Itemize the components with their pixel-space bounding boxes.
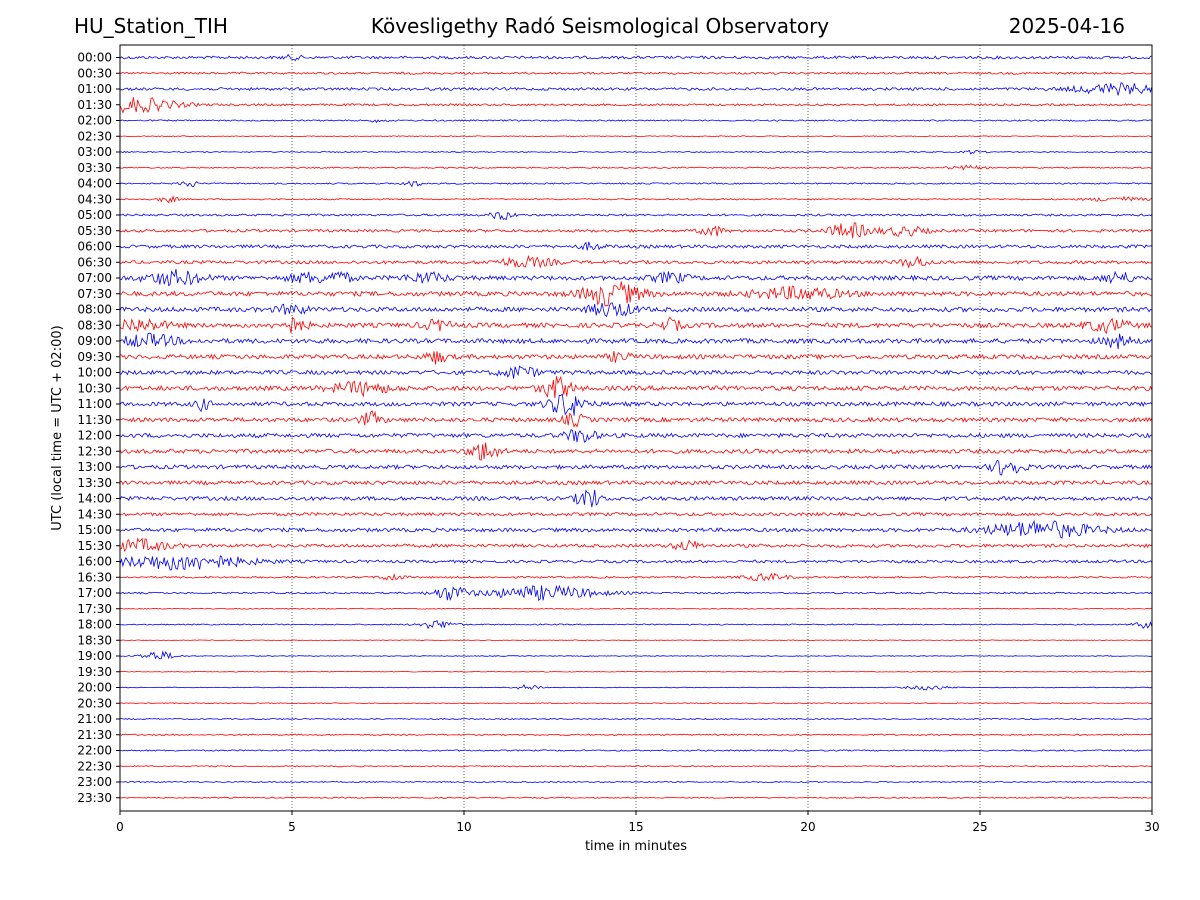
trace-1000 xyxy=(119,365,1153,379)
trace-0230 xyxy=(119,135,1153,138)
y-axis-label: UTC (local time = UTC + 02:00) xyxy=(50,325,65,530)
trace-1730 xyxy=(119,607,1152,610)
station-name: HU_Station_TIH xyxy=(74,14,228,38)
trace-2300 xyxy=(119,780,1153,784)
y-tick-label: 19:00 xyxy=(77,649,112,663)
trace-0100 xyxy=(119,82,1153,96)
y-tick-label: 21:30 xyxy=(77,728,112,742)
trace-1900 xyxy=(119,650,1152,660)
y-tick-label: 05:30 xyxy=(77,224,112,238)
y-tick-label: 20:00 xyxy=(77,681,112,695)
y-tick-label: 04:00 xyxy=(77,177,112,191)
trace-2330 xyxy=(119,796,1153,799)
y-tick-label: 08:30 xyxy=(77,318,112,332)
y-tick-label: 13:00 xyxy=(77,460,112,474)
x-tick-label: 10 xyxy=(456,820,471,834)
y-tick-label: 07:00 xyxy=(77,271,112,285)
chart-date: 2025-04-16 xyxy=(1008,14,1125,38)
y-tick-label: 11:30 xyxy=(77,413,112,427)
trace-1130 xyxy=(119,410,1153,428)
y-tick-label: 18:30 xyxy=(77,633,112,647)
trace-1330 xyxy=(119,479,1153,486)
trace-2100 xyxy=(120,717,1152,721)
x-axis-label: time in minutes xyxy=(585,839,687,854)
trace-0500 xyxy=(119,212,1153,221)
y-tick-label: 04:30 xyxy=(77,192,112,206)
y-tick-label: 12:00 xyxy=(77,429,112,443)
x-tick-label: 15 xyxy=(628,820,643,834)
y-tick-label: 01:30 xyxy=(77,98,112,112)
y-tick-label: 21:00 xyxy=(77,712,112,726)
y-tick-label: 06:30 xyxy=(77,255,112,269)
y-tick-label: 16:00 xyxy=(77,555,112,569)
trace-1830 xyxy=(119,639,1153,642)
x-tick-group: 0 5 10 15 20 25 30 xyxy=(116,811,1160,834)
y-tick-label: 22:00 xyxy=(77,744,112,758)
y-tick-label: 09:00 xyxy=(77,334,112,348)
y-tick-label: 10:30 xyxy=(77,381,112,395)
y-tick-label: 16:30 xyxy=(77,570,112,584)
y-tick-label: 19:30 xyxy=(77,665,112,679)
trace-1100 xyxy=(119,393,1153,416)
y-tick-label: 03:00 xyxy=(77,145,112,159)
y-tick-label: 01:00 xyxy=(77,82,112,96)
y-tick-label: 14:00 xyxy=(77,492,112,506)
trace-1200 xyxy=(119,429,1153,443)
y-tick-label: 06:00 xyxy=(77,240,112,254)
y-tick-label: 02:30 xyxy=(77,129,112,143)
trace-0300 xyxy=(119,149,1153,155)
y-tick-label: 15:30 xyxy=(77,539,112,553)
x-tick-label: 0 xyxy=(116,820,124,834)
trace-1930 xyxy=(119,670,1153,673)
y-tick-label: 09:30 xyxy=(77,350,112,364)
y-tick-label: 00:00 xyxy=(77,51,112,65)
trace-1700 xyxy=(119,584,1153,602)
y-tick-label: 13:30 xyxy=(77,476,112,490)
y-tick-label: 23:30 xyxy=(77,791,112,805)
x-tick-label: 30 xyxy=(1144,820,1159,834)
y-tick-label: 23:00 xyxy=(77,775,112,789)
trace-1500 xyxy=(119,519,1153,539)
y-tick-label: 05:00 xyxy=(77,208,112,222)
trace-1230 xyxy=(119,442,1153,461)
y-tick-label: 11:00 xyxy=(77,397,112,411)
grid-group xyxy=(291,45,981,811)
y-tick-label: 10:00 xyxy=(77,366,112,380)
x-tick-label: 20 xyxy=(800,820,815,834)
y-tick-label: 20:30 xyxy=(77,696,112,710)
y-tick-label: 07:30 xyxy=(77,287,112,301)
x-tick-label: 5 xyxy=(288,820,296,834)
y-tick-label: 02:00 xyxy=(77,114,112,128)
y-tick-label: 17:00 xyxy=(77,586,112,600)
trace-0700 xyxy=(119,269,1153,287)
y-tick-label: 03:30 xyxy=(77,161,112,175)
y-tick-label: 17:30 xyxy=(77,602,112,616)
trace-2130 xyxy=(119,733,1153,736)
y-tick-label: 15:00 xyxy=(77,523,112,537)
x-tick-label: 25 xyxy=(972,820,987,834)
y-tick-label: 12:30 xyxy=(77,444,112,458)
trace-0900 xyxy=(119,332,1153,349)
y-tick-label: 00:30 xyxy=(77,66,112,80)
trace-0330 xyxy=(119,164,1152,171)
y-tick-label: 18:00 xyxy=(77,618,112,632)
chart-title: Kövesligethy Radó Seismological Observat… xyxy=(370,14,830,38)
y-tick-label: 22:30 xyxy=(77,759,112,773)
trace-0030 xyxy=(120,71,1153,75)
y-tick-label: 08:00 xyxy=(77,303,112,317)
y-tick-label: 14:30 xyxy=(77,507,112,521)
